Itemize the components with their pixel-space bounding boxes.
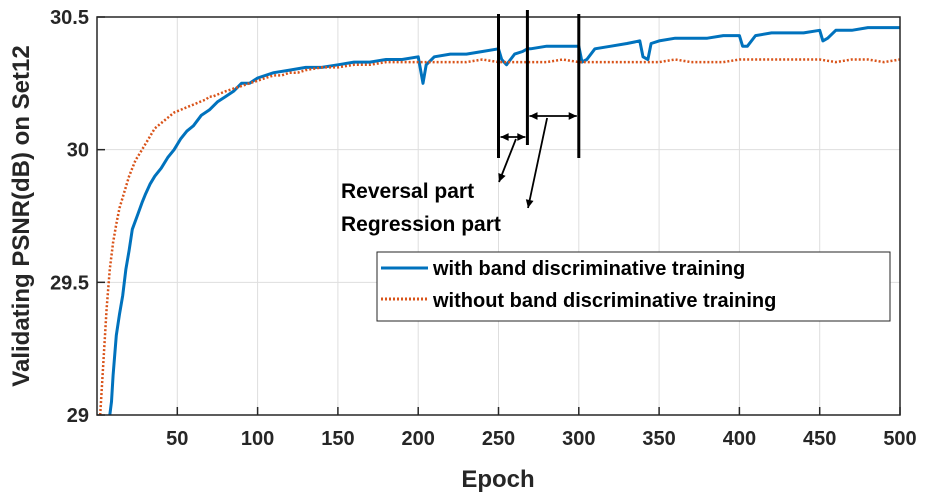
regression-pointer-shaft (527, 117, 548, 209)
x-tick-label-8: 450 (803, 428, 836, 450)
x-tick-label-9: 500 (883, 428, 916, 450)
y-tick-label-1: 29.5 (50, 272, 89, 294)
x-tick-label-0: 50 (166, 428, 188, 450)
reversal-span-head-left (500, 133, 509, 141)
tick-marks (97, 16, 901, 416)
y-axis-title: Validating PSNR(dB) on Set12 (8, 45, 35, 386)
x-tick-label-1: 100 (241, 428, 274, 450)
regression-span-head-left (529, 112, 538, 120)
regression-pointer-head (525, 199, 534, 208)
series-line-without-band (98, 58, 901, 416)
x-tick-labels: 50 100 150 200 250 300 350 400 450 500 (166, 428, 917, 450)
regression-span-head-right (568, 112, 577, 120)
reversal-pointer-arrow (498, 138, 517, 183)
x-tick-label-7: 400 (723, 428, 756, 450)
y-tick-label-0: 29 (67, 405, 89, 427)
reversal-span-arrow (500, 133, 526, 141)
x-tick-label-2: 150 (321, 428, 354, 450)
x-axis-title: Epoch (461, 466, 534, 493)
y-tick-label-2: 30 (67, 140, 89, 162)
x-tick-label-5: 300 (562, 428, 595, 450)
x-tick-label-4: 250 (482, 428, 515, 450)
series-line-with-band (108, 26, 900, 416)
series-layer (98, 26, 901, 416)
legend-label-without-band: without band discriminative training (432, 290, 776, 312)
legend-box (376, 251, 891, 322)
y-tick-label-3: 30.5 (50, 7, 89, 29)
annotation-reversal-part: Reversal part (341, 180, 474, 203)
annotation-regression-part: Regression part (341, 213, 501, 236)
reversal-span-head-right (517, 133, 526, 141)
legend: with band discriminative training withou… (376, 251, 891, 322)
reversal-pointer-head (498, 173, 506, 182)
y-tick-labels: 29 29.5 30 30.5 (50, 7, 89, 427)
regression-span-arrow (529, 112, 577, 120)
legend-label-with-band: with band discriminative training (432, 258, 745, 280)
annotation-layer: Reversal part Regression part (341, 10, 581, 236)
x-tick-label-3: 200 (402, 428, 435, 450)
x-tick-label-6: 350 (642, 428, 675, 450)
regression-pointer-arrow (525, 117, 548, 209)
